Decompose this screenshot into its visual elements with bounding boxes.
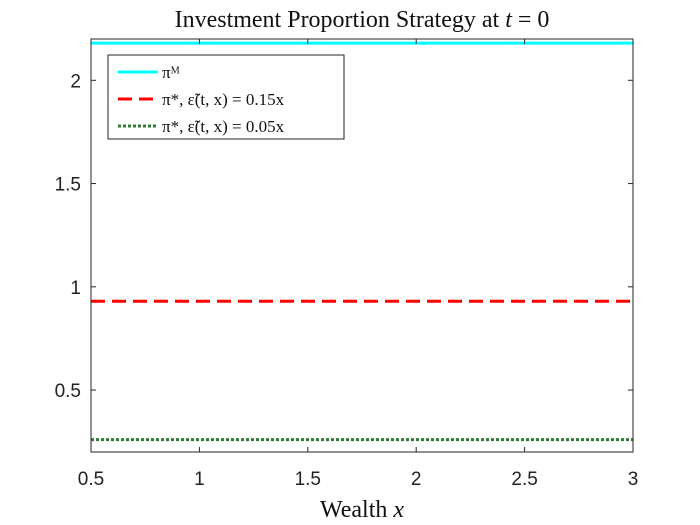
y-tick-label: 0.5 xyxy=(55,381,81,402)
plot-frame xyxy=(90,38,634,453)
chart-title-prefix: Investment Proportion Strategy at xyxy=(175,7,506,33)
x-tick-label: 2.5 xyxy=(511,469,537,490)
legend-label-3: π*, ε̃(t, x) = 0.05x xyxy=(162,117,285,136)
x-tick-label: 1.5 xyxy=(295,469,321,490)
legend-label-2: π*, ε̃(t, x) = 0.15x xyxy=(162,90,285,109)
legend: πᴹ π*, ε̃(t, x) = 0.15x π*, ε̃(t, x) = 0.0… xyxy=(107,54,345,140)
x-axis-label-prefix: Wealth xyxy=(320,497,393,523)
x-tick-label: 3 xyxy=(628,469,639,490)
legend-label-1: πᴹ xyxy=(162,63,180,82)
chart-title-var: t xyxy=(505,7,513,33)
x-axis-label: Wealth x xyxy=(320,497,404,523)
legend-box xyxy=(107,54,345,140)
y-tick-label: 2 xyxy=(70,71,81,92)
x-axis-label-var: x xyxy=(392,497,404,523)
chart-title: Investment Proportion Strategy at t = 0 xyxy=(175,7,550,33)
x-tick-label: 1 xyxy=(194,469,205,490)
legend-entries: πᴹ π*, ε̃(t, x) = 0.15x π*, ε̃(t, x) = 0.0… xyxy=(118,63,285,136)
x-tick-label: 0.5 xyxy=(78,469,104,490)
series-layer xyxy=(91,41,633,442)
x-tick-label: 2 xyxy=(411,469,422,490)
y-tick-label: 1 xyxy=(70,278,81,299)
y-tick-label: 1.5 xyxy=(55,175,81,196)
chart-title-suffix: = 0 xyxy=(512,7,550,33)
